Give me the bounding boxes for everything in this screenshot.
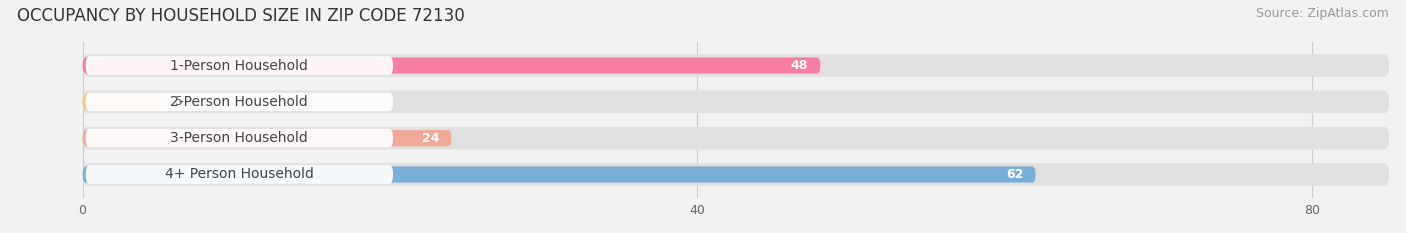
- Text: 24: 24: [422, 132, 439, 145]
- FancyBboxPatch shape: [83, 54, 1389, 77]
- FancyBboxPatch shape: [83, 94, 159, 110]
- Text: OCCUPANCY BY HOUSEHOLD SIZE IN ZIP CODE 72130: OCCUPANCY BY HOUSEHOLD SIZE IN ZIP CODE …: [17, 7, 464, 25]
- FancyBboxPatch shape: [86, 56, 394, 75]
- Text: Source: ZipAtlas.com: Source: ZipAtlas.com: [1256, 7, 1389, 20]
- FancyBboxPatch shape: [83, 130, 451, 146]
- Text: 62: 62: [1005, 168, 1024, 181]
- Text: 1-Person Household: 1-Person Household: [170, 58, 308, 72]
- Text: 5: 5: [174, 95, 183, 108]
- Text: 48: 48: [790, 59, 808, 72]
- Text: 4+ Person Household: 4+ Person Household: [165, 168, 314, 182]
- FancyBboxPatch shape: [83, 127, 1389, 149]
- FancyBboxPatch shape: [83, 91, 1389, 113]
- FancyBboxPatch shape: [83, 58, 820, 74]
- Text: 2-Person Household: 2-Person Household: [170, 95, 308, 109]
- FancyBboxPatch shape: [83, 163, 1389, 186]
- FancyBboxPatch shape: [86, 129, 394, 147]
- FancyBboxPatch shape: [86, 93, 394, 111]
- FancyBboxPatch shape: [86, 165, 394, 184]
- FancyBboxPatch shape: [83, 166, 1036, 182]
- Text: 3-Person Household: 3-Person Household: [170, 131, 308, 145]
